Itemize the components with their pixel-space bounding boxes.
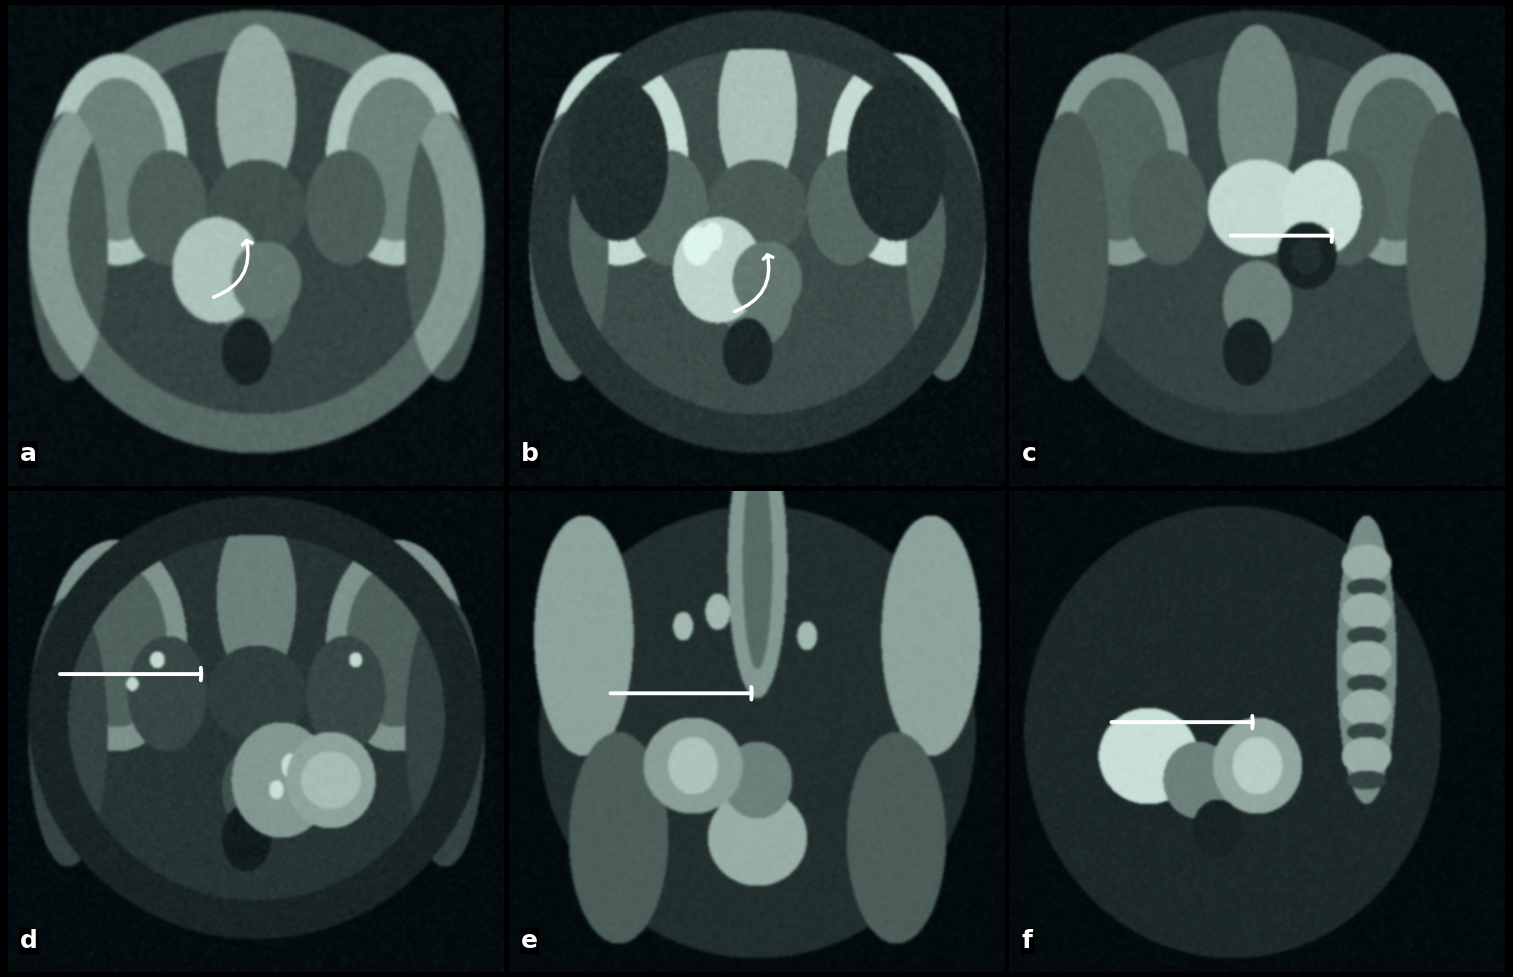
Text: c: c [1021,443,1036,466]
Text: a: a [20,443,36,466]
Text: d: d [20,929,38,953]
Text: e: e [520,929,539,953]
Text: f: f [1021,929,1033,953]
Text: b: b [520,443,539,466]
